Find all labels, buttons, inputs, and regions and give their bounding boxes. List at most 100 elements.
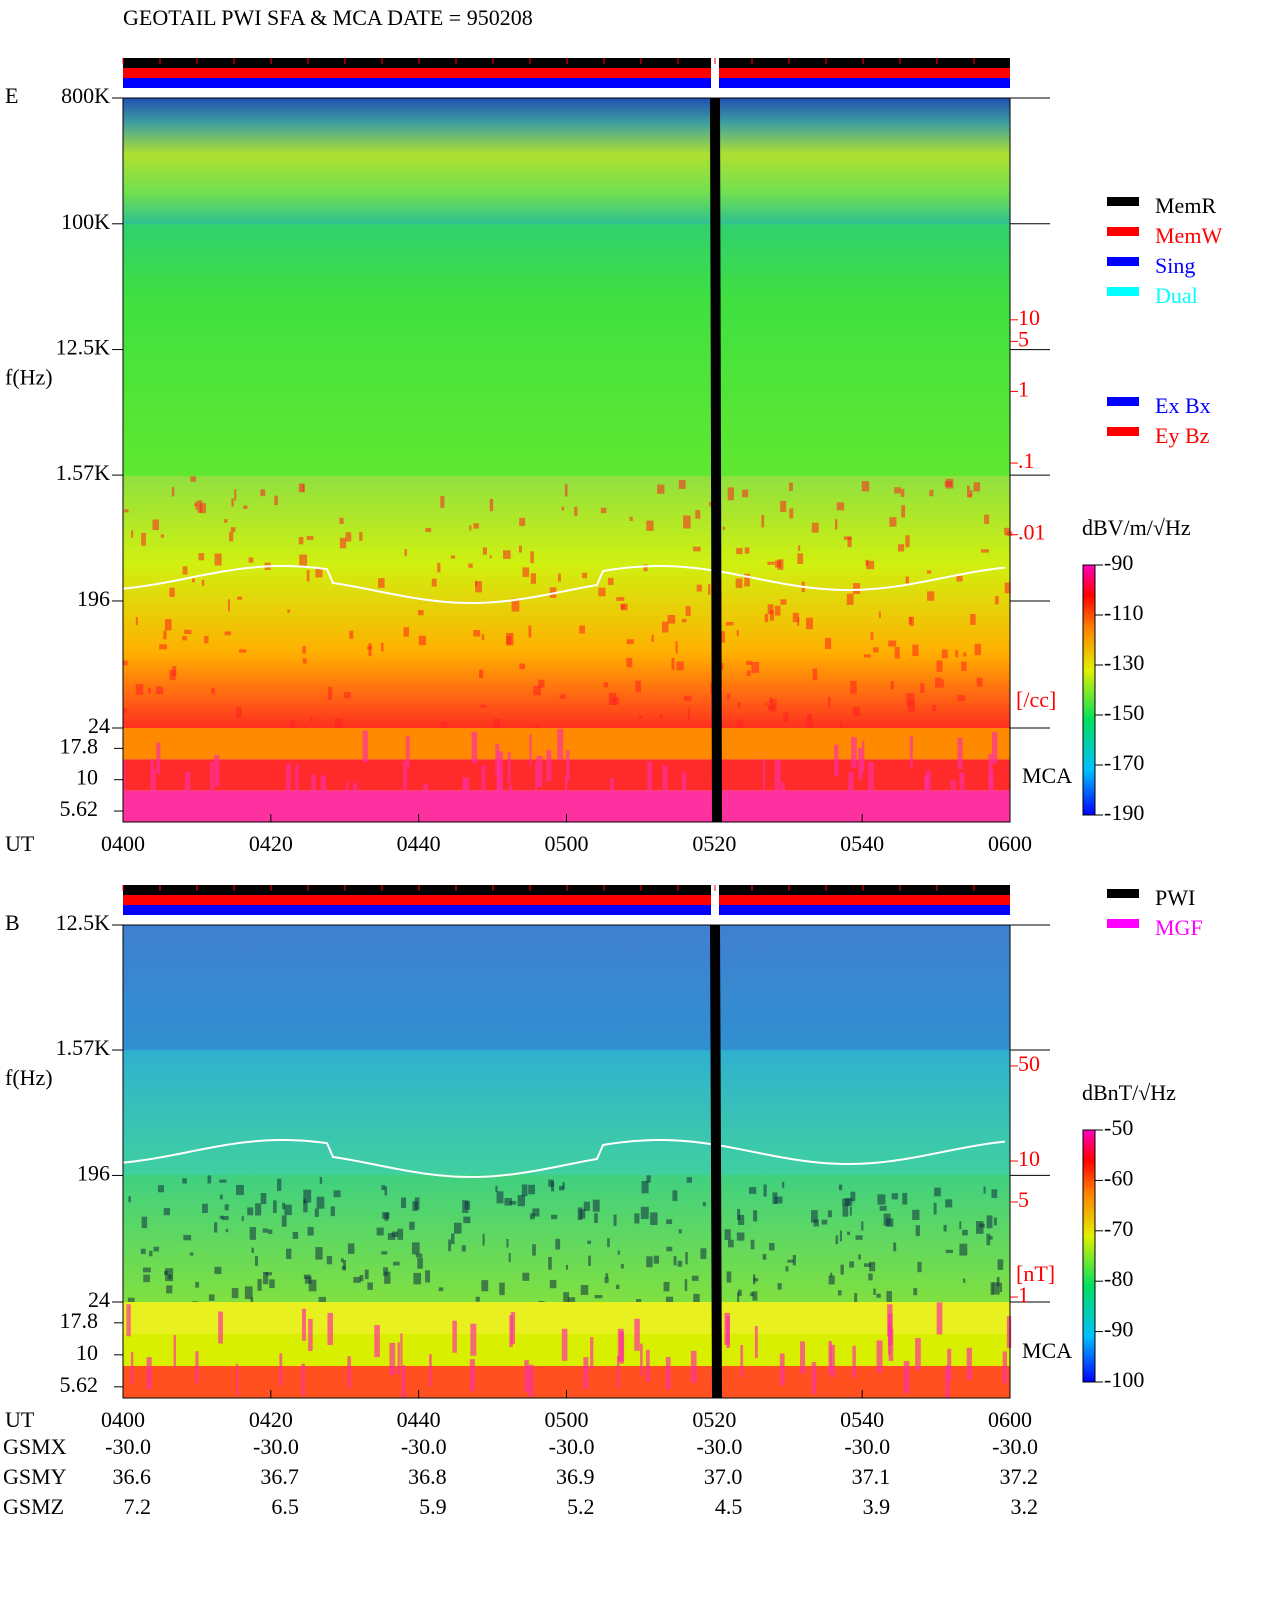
spectrogram-texture [219, 1215, 224, 1219]
mca-texture [781, 782, 785, 814]
spectrogram-texture [302, 484, 305, 493]
spectrogram-texture [479, 704, 487, 708]
spectrogram-texture [945, 1199, 953, 1208]
spectrogram-texture [123, 708, 127, 714]
spectrogram-texture [183, 1234, 192, 1241]
spectrogram-texture [738, 1214, 745, 1226]
spectrogram-texture [330, 1206, 336, 1217]
spectrogram-texture [957, 695, 966, 701]
spectrogram-texture [343, 1260, 346, 1271]
y-tick-label: 196 [77, 1160, 110, 1185]
mca-texture [401, 1365, 406, 1398]
spectrogram-texture [767, 561, 775, 565]
data-gap [710, 925, 722, 1398]
mca-texture [495, 743, 500, 776]
spectrogram-texture [873, 1288, 876, 1295]
ephemeris-value: 3.9 [863, 1494, 891, 1519]
legend-swatch [1107, 427, 1139, 436]
spectrogram-texture [767, 604, 774, 615]
legend-label: Sing [1155, 253, 1195, 278]
spectrogram-texture [468, 563, 473, 568]
spectrogram-texture [769, 1242, 775, 1251]
spectrogram-texture [530, 573, 536, 584]
spectrogram-texture [991, 1189, 998, 1198]
spectrogram-texture [195, 501, 198, 510]
spectrogram-texture [580, 1284, 589, 1295]
colorbar-tick-label: -150 [1104, 700, 1144, 725]
spectrogram-texture [349, 630, 354, 639]
mca-texture [851, 737, 857, 769]
mca-texture [583, 1357, 589, 1390]
spectrogram-texture [912, 1209, 920, 1220]
spectrogram-texture [780, 599, 787, 605]
mca-channel-label: 17.8 [60, 733, 99, 758]
spectrogram-texture [548, 1257, 552, 1270]
ephemeris-value: 7.2 [124, 1494, 152, 1519]
spectrogram-texture [685, 606, 691, 616]
spectrogram-texture [583, 1201, 590, 1211]
spectrogram-texture [164, 619, 172, 631]
spectrogram-texture [508, 1252, 511, 1263]
spectrogram-texture [481, 634, 485, 641]
ephemeris-value: 36.8 [408, 1464, 447, 1489]
spectrogram-texture [883, 1213, 891, 1226]
spectrogram-texture [913, 1288, 918, 1296]
spectrogram-texture [890, 680, 894, 690]
spectrogram-texture [303, 1198, 306, 1204]
spectrogram-texture [359, 532, 363, 541]
spectrogram-texture [202, 1203, 208, 1214]
mca-texture [301, 1308, 306, 1341]
spectrogram-texture [843, 536, 852, 540]
spectrogram-texture [339, 537, 347, 549]
mca-texture [510, 1311, 516, 1344]
spectrogram-texture [678, 480, 686, 489]
spectrogram-texture [251, 1247, 254, 1253]
spectrogram-texture [798, 545, 801, 551]
spectrogram-texture [847, 1231, 851, 1235]
mca-texture [1006, 1316, 1012, 1349]
plasma-line [122, 565, 1006, 604]
spectrogram-texture [263, 1271, 269, 1285]
mode-bar [123, 78, 1010, 88]
spectrogram-texture [231, 1288, 239, 1299]
spectrogram-texture [587, 1240, 592, 1245]
spectrogram-texture [153, 1246, 160, 1252]
mca-texture [945, 1365, 950, 1398]
spectrogram-texture [854, 1292, 858, 1303]
mca-texture [320, 775, 326, 807]
mca-texture [947, 1348, 952, 1381]
spectrogram-texture [828, 1275, 835, 1285]
spectrogram-texture [564, 484, 568, 497]
mca-channel-label: 5.62 [60, 1372, 99, 1397]
spectrogram-texture [607, 577, 614, 585]
spectrogram-texture [302, 646, 306, 654]
mca-texture [876, 1340, 883, 1373]
spectrogram-texture [976, 1221, 984, 1234]
spectrogram-texture [509, 1200, 517, 1205]
mca-texture [557, 728, 564, 761]
mca-texture [405, 735, 410, 768]
colorbar-tick-label: -170 [1104, 750, 1144, 775]
spectrogram-texture [211, 687, 215, 694]
spectrogram-texture [691, 1275, 699, 1281]
mca-texture [397, 1342, 400, 1375]
plasma-line [122, 1139, 1006, 1178]
spectrogram-texture [463, 1216, 471, 1224]
spectrogram-texture [171, 487, 175, 497]
spectrogram-texture [702, 1201, 706, 1207]
spectrogram-texture [889, 517, 897, 527]
spectrogram-texture [900, 488, 905, 497]
mca-texture [662, 765, 668, 797]
spectrogram-texture [600, 507, 607, 514]
mca-texture [464, 778, 469, 810]
spectrogram-texture [152, 519, 159, 531]
spectrogram-texture [415, 1253, 423, 1258]
legend-swatch [1107, 287, 1139, 296]
x-tick-label: 0540 [840, 831, 884, 856]
spectrogram-texture [667, 615, 676, 624]
spectrogram-texture [879, 1205, 887, 1211]
spectrogram-texture [555, 1238, 561, 1250]
mca-texture [524, 1360, 529, 1393]
spectrogram-texture [764, 613, 769, 623]
mca-texture [375, 789, 379, 821]
